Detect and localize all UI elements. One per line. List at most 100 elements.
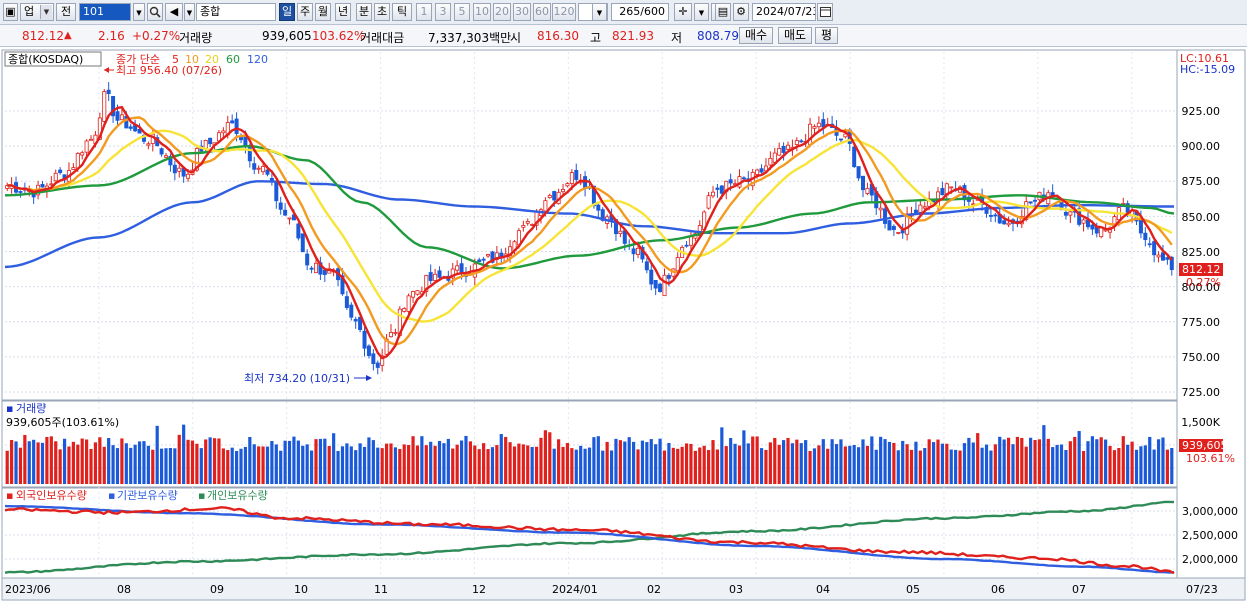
foreign-holdings-legend[interactable]: 외국인보유수량 bbox=[16, 489, 87, 502]
volume-bar bbox=[614, 438, 618, 484]
market-select[interactable]: 업 ▼ bbox=[20, 3, 54, 21]
chart-svg[interactable]: 925.00 900.00 875.00 850.00 825.00 800.0… bbox=[0, 48, 1247, 602]
volume-bar bbox=[936, 439, 940, 484]
candle-body bbox=[521, 225, 526, 228]
volume-bar bbox=[89, 448, 93, 484]
period-tab-tick[interactable]: 틱 bbox=[392, 3, 412, 21]
eval-button[interactable]: 평 bbox=[815, 27, 839, 44]
inst-holdings-legend[interactable]: 기관보유수량 bbox=[117, 489, 178, 502]
ma5-legend[interactable]: 5 bbox=[172, 53, 179, 66]
prev-button[interactable]: 전 bbox=[56, 3, 76, 21]
volume-bar bbox=[702, 445, 706, 484]
volume-bar bbox=[93, 442, 98, 484]
volume-bar bbox=[98, 437, 102, 484]
volume-bar bbox=[808, 450, 812, 484]
crosshair-button[interactable]: ✛ bbox=[674, 3, 692, 21]
ma10-legend[interactable]: 10 bbox=[185, 53, 199, 66]
candle-body bbox=[393, 332, 398, 334]
indiv-legend-marker: ▪ bbox=[198, 489, 205, 502]
volume-bar bbox=[71, 441, 75, 484]
volume-bar bbox=[879, 436, 883, 484]
last-pct-tag: 0.27% bbox=[1186, 276, 1221, 289]
volume-bar bbox=[124, 443, 128, 484]
interval-button-10[interactable]: 10 bbox=[473, 3, 491, 21]
interval-custom-dropdown[interactable]: ▼ bbox=[592, 3, 607, 21]
window-menu-icon[interactable]: ▣ bbox=[3, 3, 18, 21]
code-dropdown-button[interactable]: ▼ bbox=[133, 3, 145, 21]
period-tab-day[interactable]: 일 bbox=[279, 3, 295, 21]
volume-bar bbox=[751, 436, 755, 484]
period-tab-minute[interactable]: 분 bbox=[356, 3, 372, 21]
low-annotation: 최저 734.20 (10/31) bbox=[244, 372, 372, 385]
volume-bar bbox=[252, 444, 256, 484]
candle-body bbox=[71, 167, 76, 171]
volume-bar bbox=[839, 439, 843, 484]
interval-button-20[interactable]: 20 bbox=[493, 3, 511, 21]
volume-bar bbox=[146, 445, 150, 484]
volume-bar bbox=[217, 438, 221, 484]
candle-body bbox=[274, 182, 279, 202]
buy-button[interactable]: 매수 bbox=[739, 27, 774, 44]
interval-button-1[interactable]: 1 bbox=[416, 3, 432, 21]
candle-body bbox=[662, 274, 667, 297]
interval-button-3[interactable]: 3 bbox=[435, 3, 451, 21]
speaker-icon: ◀ bbox=[169, 5, 179, 18]
candle-body bbox=[1147, 243, 1152, 246]
volume-bar bbox=[164, 448, 168, 484]
volume-bar bbox=[442, 443, 446, 484]
volume-bar bbox=[261, 446, 265, 484]
save-icon: ▤ bbox=[717, 5, 729, 18]
chart-area[interactable]: 925.00 900.00 875.00 850.00 825.00 800.0… bbox=[0, 48, 1247, 602]
calendar-button[interactable] bbox=[817, 3, 833, 21]
period-tab-month[interactable]: 월 bbox=[315, 3, 331, 21]
date-input[interactable]: 2024/07/23 bbox=[752, 3, 816, 21]
search-button[interactable] bbox=[147, 3, 163, 21]
y-tick-label: 925.00 bbox=[1182, 105, 1221, 118]
period-tab-second[interactable]: 초 bbox=[374, 3, 390, 21]
interval-button-30[interactable]: 30 bbox=[513, 3, 531, 21]
ma20-legend[interactable]: 20 bbox=[205, 53, 219, 66]
volume-bar bbox=[742, 430, 746, 484]
candle-body bbox=[49, 183, 54, 186]
period-tab-year[interactable]: 년 bbox=[335, 3, 351, 21]
interval-button-60[interactable]: 60 bbox=[533, 3, 551, 21]
candle-body bbox=[684, 244, 689, 247]
volume-bar bbox=[279, 450, 283, 484]
interval-button-120[interactable]: 120 bbox=[552, 3, 576, 21]
volume-bar bbox=[764, 449, 768, 484]
period-tab-week[interactable]: 주 bbox=[297, 3, 313, 21]
candle-body bbox=[58, 169, 63, 174]
candle-body bbox=[102, 91, 107, 122]
ma60-legend[interactable]: 60 bbox=[226, 53, 240, 66]
x-tick-label: 2023/06 bbox=[5, 583, 51, 596]
volume-bar bbox=[618, 440, 622, 484]
candle-body bbox=[649, 269, 654, 285]
volume-bar bbox=[698, 447, 702, 484]
save-button[interactable]: ▤ bbox=[715, 3, 731, 21]
interval-button-5[interactable]: 5 bbox=[454, 3, 470, 21]
tool-dropdown[interactable]: ▼ bbox=[694, 3, 709, 21]
volume-bar bbox=[914, 441, 918, 484]
volume-bar bbox=[292, 436, 296, 484]
volume-bar bbox=[512, 446, 517, 484]
volume-bar bbox=[1006, 437, 1011, 484]
ma120-legend[interactable]: 120 bbox=[247, 53, 268, 66]
sell-button[interactable]: 매도 bbox=[778, 27, 813, 44]
price-panel[interactable] bbox=[1, 49, 1178, 401]
speaker-button[interactable]: ◀ bbox=[165, 3, 183, 21]
candle-body bbox=[843, 133, 848, 138]
code-input[interactable]: 101 bbox=[79, 3, 131, 21]
candle-body bbox=[424, 274, 429, 293]
volume-last-tag bbox=[1179, 439, 1223, 452]
candle-body bbox=[561, 188, 566, 193]
volume-bar bbox=[896, 450, 900, 484]
candle-body bbox=[799, 140, 804, 143]
indiv-holdings-legend[interactable]: 개인보유수량 bbox=[207, 489, 268, 502]
volume-bar bbox=[199, 448, 203, 484]
volume-bar bbox=[1029, 437, 1033, 484]
volume-bar bbox=[658, 438, 662, 484]
ma120-line bbox=[4, 180, 1174, 269]
settings-button[interactable]: ⚙ bbox=[733, 3, 749, 21]
speaker-dropdown[interactable]: ▼ bbox=[184, 3, 195, 21]
index-tag-box[interactable] bbox=[4, 51, 102, 67]
